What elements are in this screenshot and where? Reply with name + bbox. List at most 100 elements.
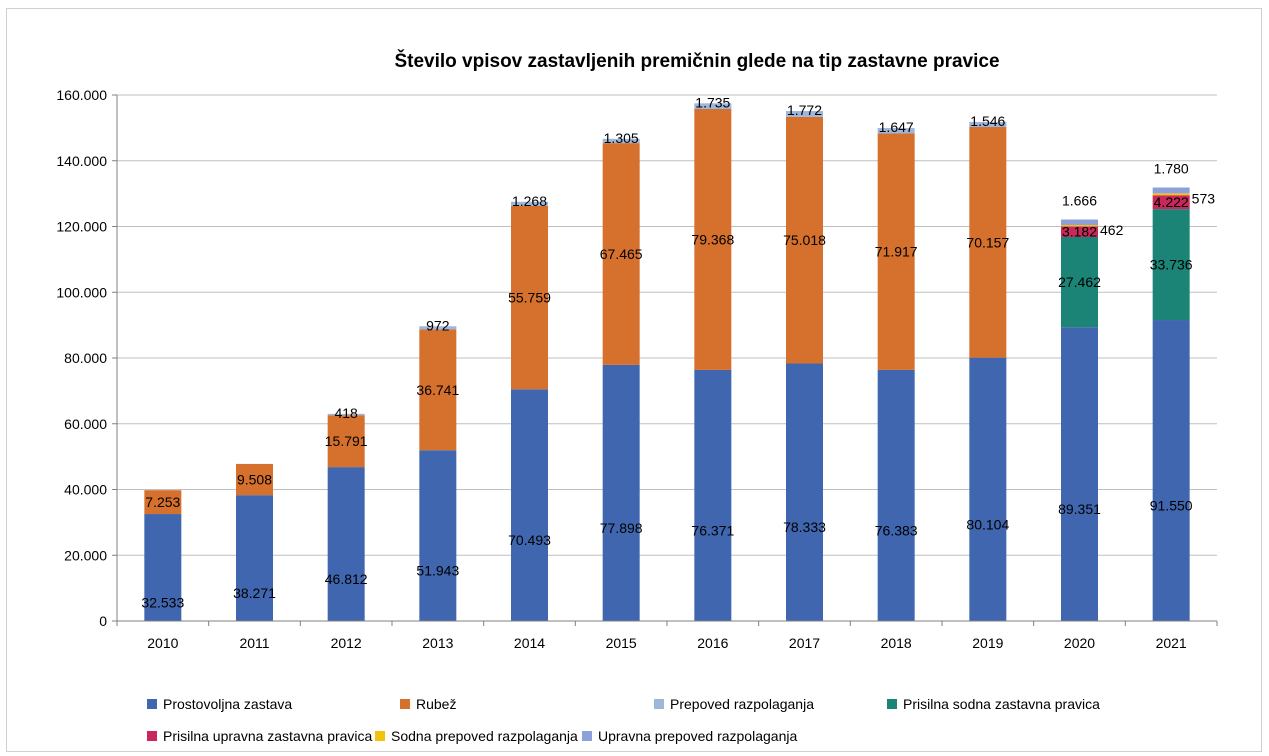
- y-tick-label: 100.000: [56, 284, 107, 300]
- data-label: 1.666: [1062, 193, 1097, 209]
- bar-segment: [969, 357, 1007, 621]
- data-label: 32.533: [141, 595, 184, 611]
- data-label: 4.222: [1154, 194, 1189, 210]
- bar-segment: [511, 205, 548, 390]
- bar-segment: [786, 116, 823, 364]
- legend: Prostovoljna zastava Rubež Prepoved razpol…: [147, 696, 1100, 744]
- bar-segment: [1152, 195, 1190, 210]
- bars: [144, 103, 1190, 621]
- data-label: 80.104: [966, 516, 1009, 532]
- data-label: 1.772: [787, 102, 822, 118]
- data-label: 79.368: [691, 231, 734, 247]
- bar-segment: [144, 514, 182, 621]
- legend-swatch: [375, 731, 385, 741]
- data-label: 7.253: [145, 494, 180, 510]
- bar-segment: [877, 369, 915, 621]
- legend-swatch: [582, 731, 592, 741]
- legend-label: Prisilna sodna zastavna pravica: [903, 696, 1100, 712]
- bar-segment: [419, 450, 457, 621]
- data-label: 77.898: [600, 520, 643, 536]
- legend-swatch: [887, 699, 897, 709]
- data-label: 1.268: [512, 193, 547, 209]
- chart-title: Število vpisov zastavljenih premičnin gl…: [394, 50, 999, 72]
- x-tick-label: 2017: [789, 635, 820, 651]
- x-tick-label: 2018: [881, 635, 912, 651]
- legend-label: Prostovoljna zastava: [163, 696, 292, 712]
- data-label: 3.182: [1062, 224, 1097, 240]
- data-label: 1.546: [970, 113, 1005, 129]
- legend-label: Rubež: [416, 696, 456, 712]
- data-label: 67.465: [600, 246, 643, 262]
- data-label: 1.780: [1154, 161, 1189, 177]
- y-tick-label: 80.000: [64, 350, 107, 366]
- data-label: 75.018: [783, 232, 826, 248]
- data-label: 33.736: [1150, 257, 1193, 273]
- data-label: 27.462: [1058, 274, 1101, 290]
- legend-label: Prisilna upravna zastavna pravica: [163, 728, 373, 744]
- bar-segment: [786, 363, 823, 621]
- bar-segment: [1152, 187, 1190, 194]
- bar-segment: [786, 111, 823, 117]
- data-label: 78.333: [783, 519, 826, 535]
- x-tick-label: 2012: [331, 635, 362, 651]
- bar-segment: [419, 329, 457, 451]
- data-label: 972: [426, 317, 450, 333]
- bar-segment: [144, 490, 182, 515]
- data-label: 1.735: [695, 94, 730, 110]
- data-label: 89.351: [1058, 501, 1101, 517]
- bar-segment: [511, 389, 548, 621]
- data-label: 91.550: [1150, 498, 1193, 514]
- y-tick-label: 40.000: [64, 482, 107, 498]
- bar-segment: [236, 463, 273, 496]
- data-label: 76.383: [875, 522, 918, 538]
- x-tick-label: 2010: [147, 635, 178, 651]
- bar-segment: [694, 109, 732, 370]
- y-tick-label: 0: [99, 613, 107, 629]
- data-label: 38.271: [233, 585, 276, 601]
- bar-segment: [236, 495, 273, 621]
- stacked-bar-chart: Število vpisov zastavljenih premičnin gl…: [56, 50, 1218, 744]
- bar-segment: [1061, 236, 1098, 328]
- bar-segment: [1061, 219, 1098, 225]
- data-label: 76.371: [691, 522, 734, 538]
- data-label: 71.917: [875, 244, 918, 260]
- bar-segment: [877, 133, 915, 370]
- data-label: 462: [1100, 222, 1124, 238]
- bar-segment: [1061, 327, 1098, 621]
- x-tick-label: 2016: [697, 635, 728, 651]
- legend-swatch: [147, 731, 157, 741]
- data-label: 46.812: [325, 571, 368, 587]
- legend-label: Upravna prepoved razpolaganja: [598, 728, 797, 744]
- x-tick-label: 2013: [422, 635, 453, 651]
- y-tick-label: 120.000: [56, 219, 107, 235]
- legend-label: Sodna prepoved razpolaganja: [391, 728, 578, 744]
- data-label: 51.943: [416, 563, 459, 579]
- data-label: 573: [1192, 190, 1216, 206]
- grid-lines: [117, 94, 1217, 622]
- y-tick-label: 140.000: [56, 153, 107, 169]
- bar-segment: [1061, 226, 1098, 237]
- x-tick-label: 2015: [606, 635, 637, 651]
- bar-segment: [1152, 320, 1190, 621]
- bar-segment: [694, 103, 732, 110]
- x-tick-label: 2020: [1064, 635, 1095, 651]
- bar-segment: [602, 138, 640, 144]
- bar-segment: [419, 326, 457, 330]
- data-label: 70.157: [966, 234, 1009, 250]
- data-label: 1.647: [879, 119, 914, 135]
- axes: 0 20.000 40.000 60.000 80.000 100.000 120.000 1…: [56, 87, 1218, 651]
- data-label: 418: [334, 405, 358, 421]
- y-tick-label: 160.000: [56, 87, 107, 103]
- legend-swatch: [654, 699, 664, 709]
- x-tick-label: 2019: [972, 635, 1003, 651]
- chart-frame: Število vpisov zastavljenih premičnin gl…: [6, 8, 1262, 752]
- data-label: 36.741: [416, 382, 459, 398]
- data-label: 9.508: [237, 472, 272, 488]
- y-tick-label: 20.000: [64, 547, 107, 563]
- data-label: 15.791: [325, 433, 368, 449]
- bar-segment: [602, 364, 640, 621]
- legend-swatch: [147, 699, 157, 709]
- bar-segment: [1152, 209, 1190, 321]
- bar-segment: [602, 143, 640, 365]
- bar-segment: [327, 415, 365, 468]
